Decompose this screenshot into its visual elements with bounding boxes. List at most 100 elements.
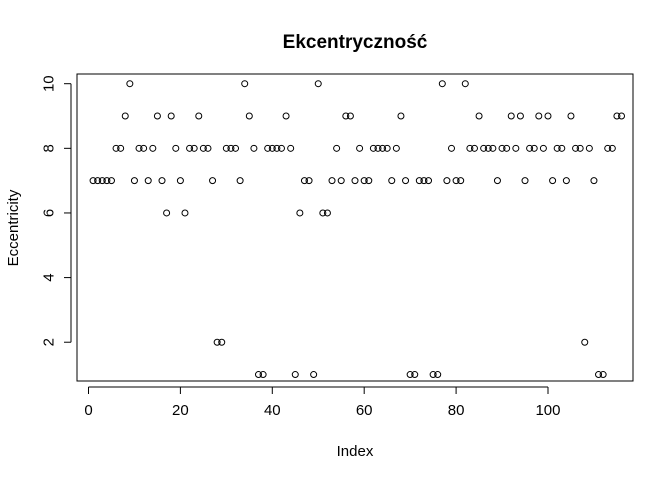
data-point <box>521 177 529 185</box>
data-point <box>590 177 598 185</box>
data-point <box>581 338 589 346</box>
x-tick-label: 0 <box>84 402 92 419</box>
data-point <box>356 144 364 152</box>
data-point <box>310 371 318 379</box>
y-axis-label: Eccentricity <box>5 189 22 266</box>
data-point <box>190 144 198 152</box>
data-point <box>98 177 106 185</box>
data-point <box>572 144 580 152</box>
x-tick-label: 80 <box>448 402 465 419</box>
data-point <box>415 177 423 185</box>
data-point <box>535 112 543 120</box>
data-point <box>268 144 276 152</box>
y-tick-label: 4 <box>41 273 58 281</box>
data-point <box>360 177 368 185</box>
data-point <box>121 112 129 120</box>
y-tick-label: 2 <box>41 338 58 346</box>
data-point <box>264 144 272 152</box>
data-point <box>305 177 313 185</box>
x-axis: 0 20 40 60 80 100 <box>84 386 561 419</box>
data-point <box>365 177 373 185</box>
data-point <box>503 144 511 152</box>
data-point <box>163 209 171 217</box>
data-point <box>291 371 299 379</box>
data-point <box>250 144 258 152</box>
data-point <box>392 144 400 152</box>
data-point <box>277 144 285 152</box>
chart-title: Ekcentryczność <box>283 32 428 53</box>
data-point <box>287 144 295 152</box>
data-point <box>351 177 359 185</box>
data-point <box>89 177 97 185</box>
data-point <box>112 144 120 152</box>
data-point <box>585 144 593 152</box>
data-point <box>323 209 331 217</box>
data-point <box>493 177 501 185</box>
y-tick-label: 10 <box>41 75 58 92</box>
data-point <box>438 80 446 88</box>
data-point <box>117 144 125 152</box>
data-point <box>167 112 175 120</box>
data-point <box>397 112 405 120</box>
data-point <box>255 371 262 379</box>
data-point <box>489 144 497 152</box>
data-point <box>618 112 626 120</box>
data-point <box>195 112 203 120</box>
data-point <box>402 177 410 185</box>
x-tick-label: 40 <box>264 402 281 419</box>
data-point <box>461 80 469 88</box>
data-point <box>411 371 419 379</box>
data-point <box>388 177 396 185</box>
data-point <box>516 112 524 120</box>
data-point <box>213 338 221 346</box>
data-point <box>328 177 336 185</box>
x-tick-label: 60 <box>356 402 373 419</box>
data-point <box>443 177 451 185</box>
x-tick-label: 20 <box>172 402 189 419</box>
data-point <box>613 112 621 120</box>
data-point <box>429 371 437 379</box>
data-point <box>107 177 115 185</box>
data-point <box>337 177 345 185</box>
data-point <box>530 144 538 152</box>
data-point <box>475 112 483 120</box>
data-point <box>567 112 575 120</box>
data-point <box>470 144 478 152</box>
data-point <box>553 144 561 152</box>
data-point <box>498 144 506 152</box>
data-point <box>549 177 557 185</box>
data-point <box>558 144 566 152</box>
data-point <box>383 144 391 152</box>
data-point <box>425 177 433 185</box>
data-point <box>153 112 161 120</box>
data-point <box>222 144 230 152</box>
data-point <box>296 209 304 217</box>
data-point <box>186 144 194 152</box>
data-point <box>512 144 520 152</box>
data-point <box>236 177 244 185</box>
data-point <box>466 144 474 152</box>
data-point <box>544 112 552 120</box>
data-point <box>176 177 184 185</box>
data-point <box>562 177 570 185</box>
data-point <box>227 144 235 152</box>
data-point <box>539 144 547 152</box>
data-point <box>480 144 488 152</box>
data-point <box>94 177 102 185</box>
data-point <box>144 177 152 185</box>
data-point <box>599 371 607 379</box>
data-point <box>282 112 290 120</box>
data-point <box>452 177 460 185</box>
data-point <box>181 209 189 217</box>
data-point <box>204 144 212 152</box>
data-point <box>342 112 350 120</box>
data-point <box>232 144 240 152</box>
data-point <box>273 144 281 152</box>
data-point <box>149 144 157 152</box>
data-point <box>135 144 143 152</box>
y-tick-label: 6 <box>41 209 58 217</box>
data-point <box>126 80 134 88</box>
data-point <box>369 144 377 152</box>
